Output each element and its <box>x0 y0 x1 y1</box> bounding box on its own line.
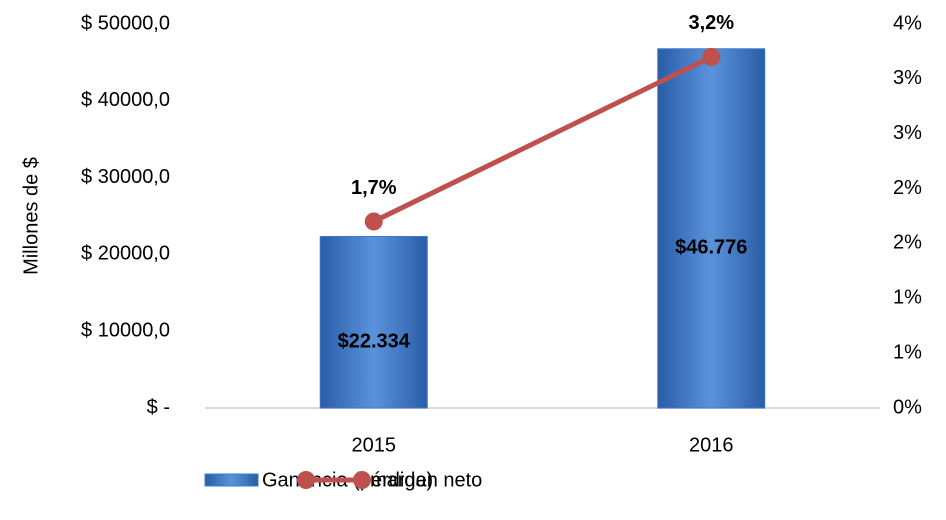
legend-swatch-marker <box>353 471 371 489</box>
y2-tick-label: 2% <box>893 232 922 254</box>
y2-tick-label: 4% <box>893 12 922 34</box>
y-tick-label: $ 10000,0 <box>81 319 170 341</box>
bar <box>657 48 766 409</box>
legend-label: margen neto <box>370 469 482 491</box>
y2-tick-label: 3% <box>893 122 922 144</box>
y2-tick-label: 1% <box>893 341 922 363</box>
y-tick-label: $ - <box>147 396 170 418</box>
line <box>372 54 713 224</box>
y-tick-label: $ 50000,0 <box>81 12 170 34</box>
legend-swatch <box>204 473 259 487</box>
y2-tick-label: 0% <box>893 396 922 418</box>
y2-tick-label: 2% <box>893 177 922 199</box>
line-value-label: 3,2% <box>688 12 734 34</box>
line-value-label: 1,7% <box>351 177 397 199</box>
y2-tick-label: 3% <box>893 67 922 89</box>
bar <box>319 235 428 409</box>
y-tick-label: $ 20000,0 <box>81 243 170 265</box>
y2-tick-label: 1% <box>893 287 922 309</box>
bar-value-label: $22.334 <box>338 331 411 353</box>
y-axis-label: Millones de $ <box>20 157 42 275</box>
legend-swatch-marker <box>297 471 315 489</box>
line-marker <box>364 212 383 231</box>
x-tick-label: 2015 <box>352 434 397 456</box>
y-tick-label: $ 30000,0 <box>81 166 170 188</box>
y-tick-label: $ 40000,0 <box>81 89 170 111</box>
line-marker <box>702 47 721 66</box>
bar-value-label: $46.776 <box>675 237 747 259</box>
x-tick-label: 2016 <box>689 434 734 456</box>
